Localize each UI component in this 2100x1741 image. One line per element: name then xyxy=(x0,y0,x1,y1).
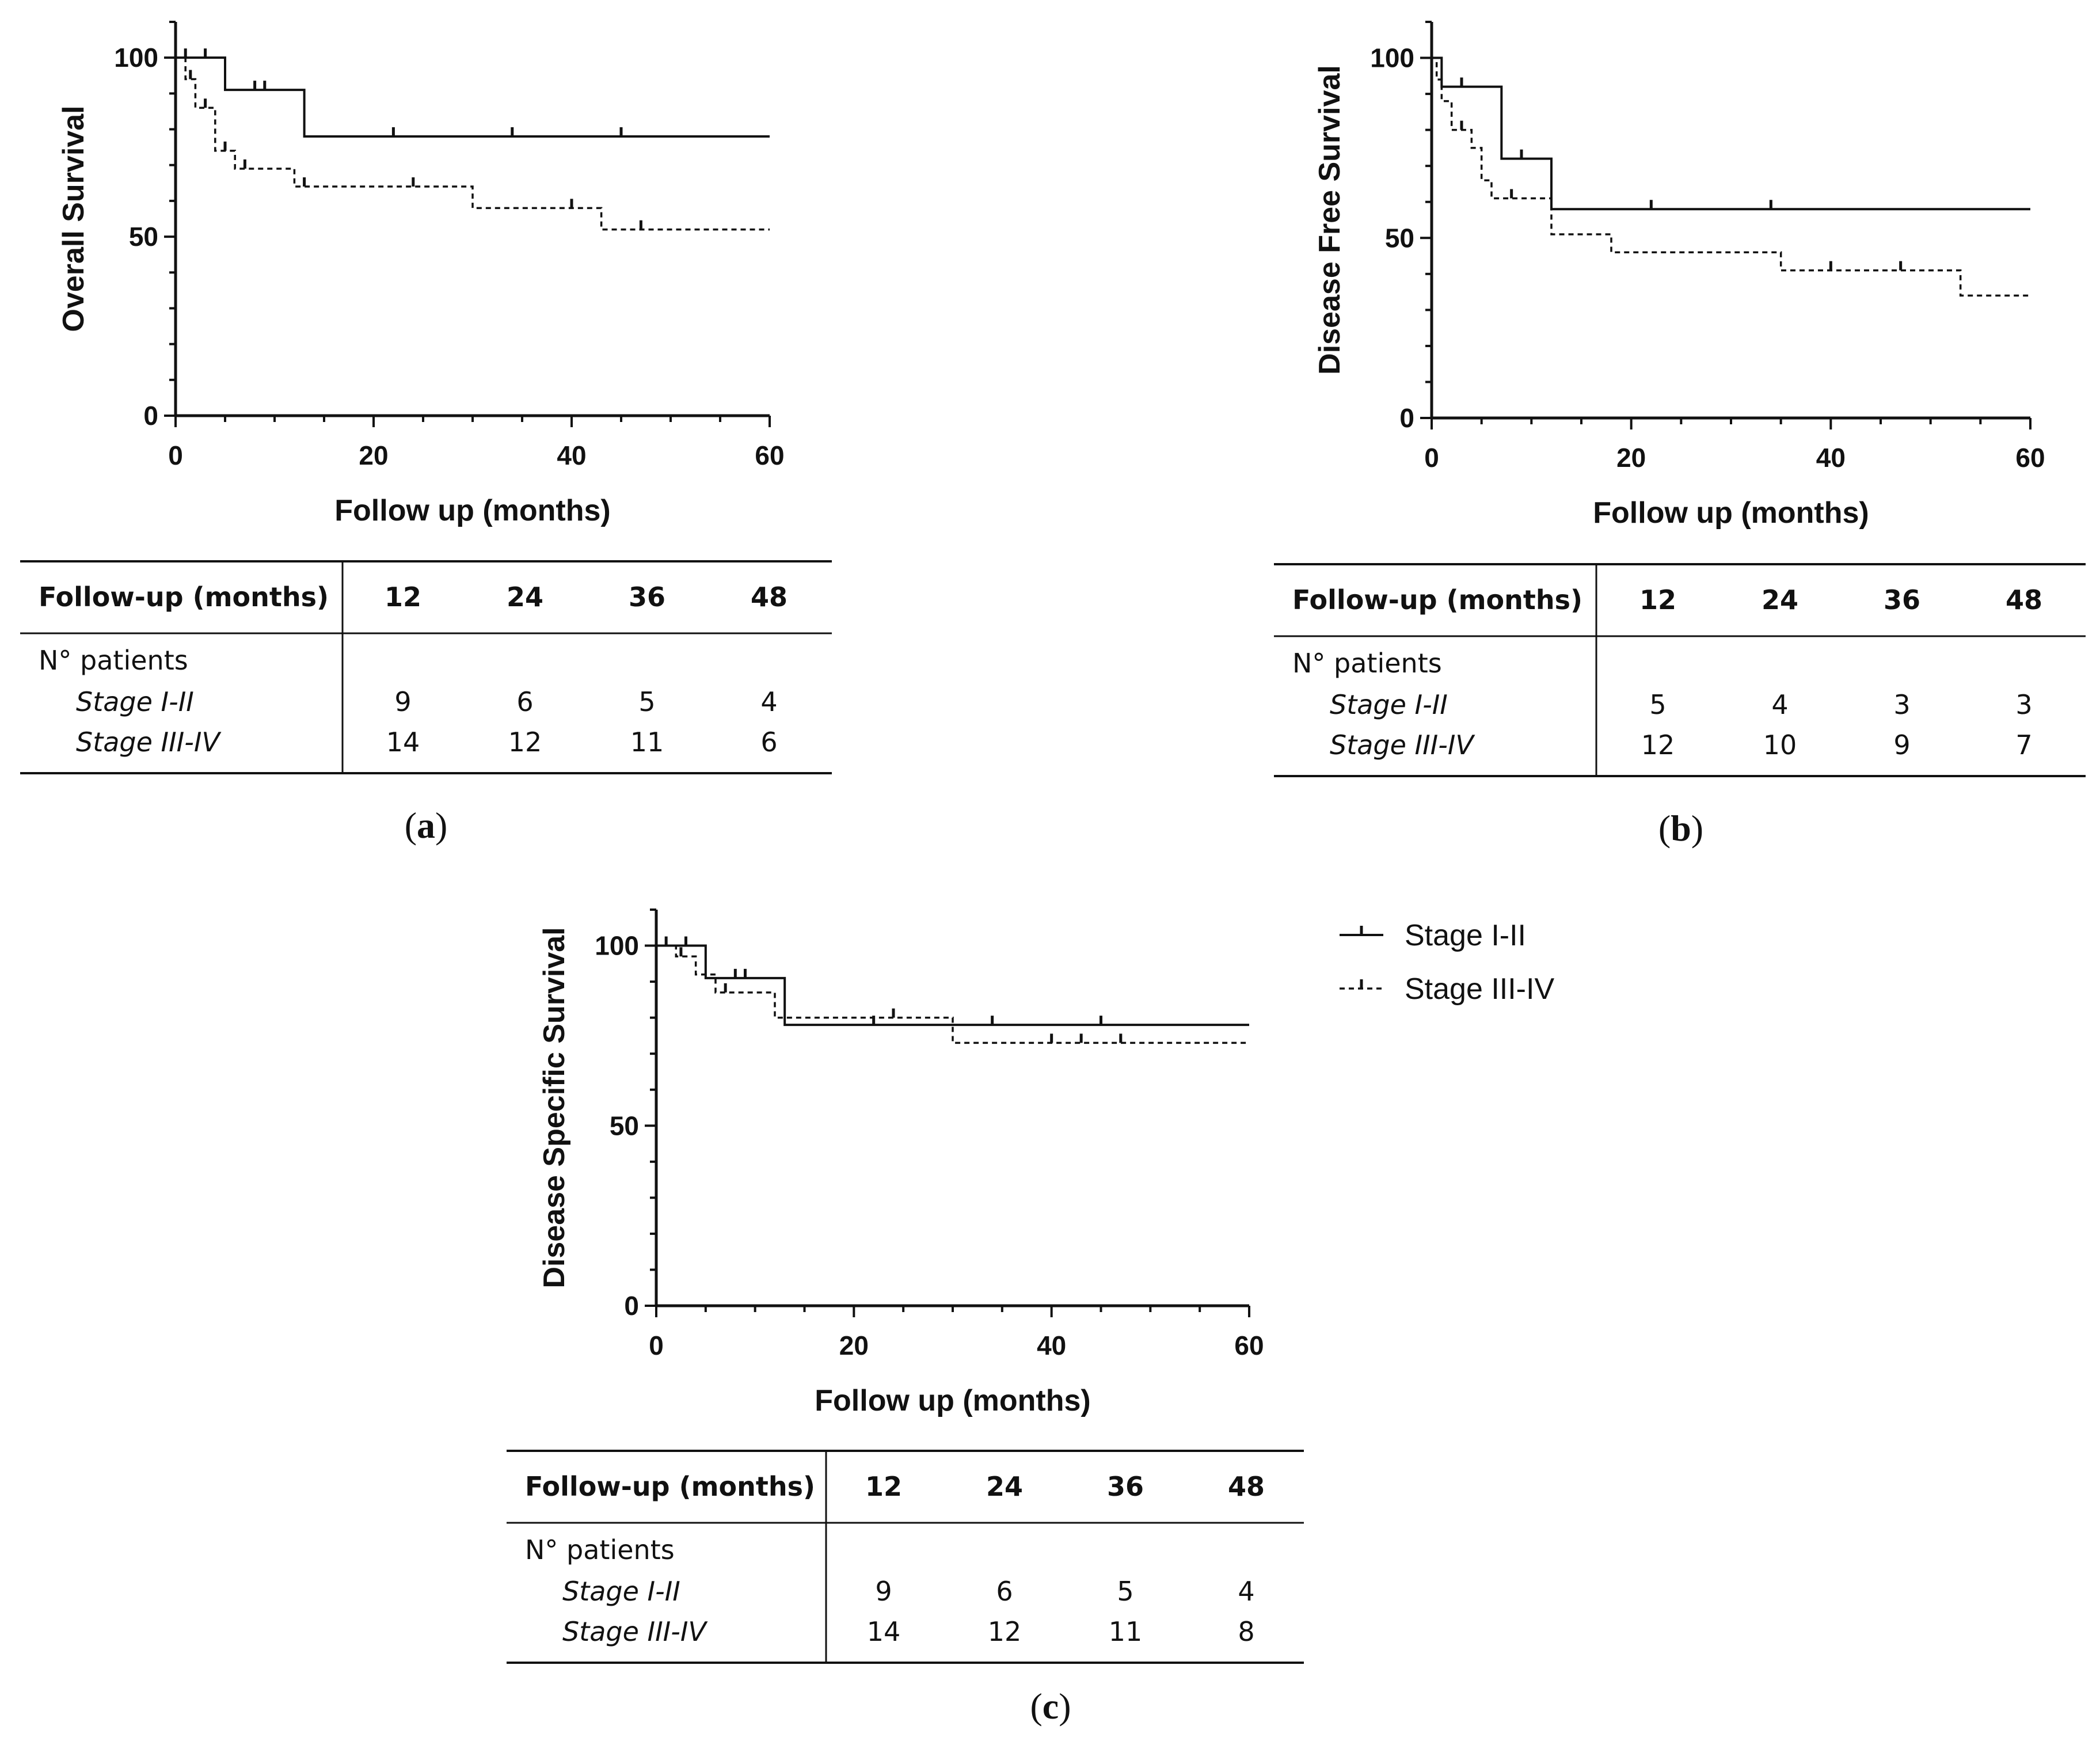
table-timepoint: 12 xyxy=(385,581,421,613)
table-timepoint: 36 xyxy=(1884,584,1920,615)
y-axis-title: Disease Specific Survival xyxy=(538,927,571,1288)
table-cell: 5 xyxy=(1649,689,1666,720)
table-cell: 7 xyxy=(2015,729,2032,761)
table-cell: 4 xyxy=(1771,689,1788,720)
panel-b: 0 50 100 0 20 40 60 Follow up (months) Disease F… xyxy=(1274,21,2086,849)
table-timepoint: 36 xyxy=(1107,1471,1144,1502)
table-cell: 11 xyxy=(1109,1616,1143,1647)
table-cell: 9 xyxy=(394,686,411,717)
x-tick-label: 20 xyxy=(359,440,388,470)
x-tick-label: 40 xyxy=(1816,443,1846,473)
table-group-label: N° patients xyxy=(39,645,188,676)
series-line-stage-i-ii xyxy=(176,56,770,138)
at-risk-table: Follow-up (months) 12 24 36 48 N° patients Sta… xyxy=(1274,563,2086,777)
table-row-label: Stage III-IV xyxy=(562,1616,708,1647)
table-row-label: Stage III-IV xyxy=(76,727,222,758)
y-tick-label: 50 xyxy=(1385,223,1414,253)
table-timepoint: 24 xyxy=(986,1471,1023,1502)
panel-a: 0 50 100 0 20 40 60 Follow up (months) Overall S… xyxy=(20,21,832,846)
table-cell: 6 xyxy=(760,727,777,758)
x-tick-label: 20 xyxy=(1616,443,1646,473)
series-line-stage-i-ii xyxy=(656,944,1249,1027)
table-group-label: N° patients xyxy=(525,1534,675,1565)
x-tick-label: 60 xyxy=(755,440,784,470)
table-cell: 10 xyxy=(1763,729,1797,761)
series-line-stage-i-ii xyxy=(1432,56,2030,211)
y-tick-label: 0 xyxy=(1399,403,1414,433)
y-axis-title: Overall Survival xyxy=(57,105,90,332)
x-tick-label: 0 xyxy=(168,440,183,470)
legend: Stage I-II Stage III-IV xyxy=(1340,919,1554,1006)
table-cell: 6 xyxy=(996,1576,1013,1607)
table-cell: 4 xyxy=(1238,1576,1254,1607)
table-row-label: Stage I-II xyxy=(1330,689,1448,720)
table-cell: 12 xyxy=(1641,729,1675,761)
table-group-label: N° patients xyxy=(1292,648,1442,679)
table-header-label: Follow-up (months) xyxy=(39,581,329,613)
y-tick-label: 50 xyxy=(610,1111,639,1141)
table-row-label: Stage I-II xyxy=(562,1576,680,1607)
panel-caption: (b) xyxy=(1658,808,1703,849)
table-row-label: Stage III-IV xyxy=(1330,729,1475,761)
x-tick-label: 40 xyxy=(1037,1331,1066,1360)
x-tick-label: 0 xyxy=(649,1331,664,1360)
table-cell: 5 xyxy=(638,686,655,717)
table-timepoint: 48 xyxy=(1228,1471,1265,1502)
table-cell: 3 xyxy=(2015,689,2032,720)
y-tick-label: 0 xyxy=(143,401,158,431)
table-cell: 8 xyxy=(1238,1616,1254,1647)
table-cell: 5 xyxy=(1117,1576,1133,1607)
x-axis-title: Follow up (months) xyxy=(1593,496,1869,530)
table-timepoint: 48 xyxy=(2006,584,2042,615)
table-cell: 11 xyxy=(630,727,664,758)
panel-caption: (c) xyxy=(1030,1686,1071,1727)
x-tick-label: 40 xyxy=(557,440,586,470)
y-axis-title: Disease Free Survival xyxy=(1313,65,1346,375)
table-cell: 12 xyxy=(988,1616,1022,1647)
y-tick-label: 100 xyxy=(1370,43,1414,73)
table-timepoint: 24 xyxy=(507,581,543,613)
at-risk-table: Follow-up (months) 12 24 36 48 N° patients Sta… xyxy=(20,560,832,774)
y-tick-label: 100 xyxy=(114,43,158,73)
x-tick-label: 0 xyxy=(1424,443,1439,473)
table-cell: 12 xyxy=(508,727,542,758)
table-cell: 9 xyxy=(1893,729,1910,761)
table-row-label: Stage I-II xyxy=(76,686,194,717)
y-tick-label: 50 xyxy=(129,222,158,252)
table-timepoint: 48 xyxy=(751,581,788,613)
x-tick-label: 20 xyxy=(839,1331,869,1360)
table-header-label: Follow-up (months) xyxy=(1292,584,1582,615)
y-tick-label: 0 xyxy=(624,1291,639,1321)
series-line-stage-iii-iv xyxy=(176,56,770,231)
panel-caption: (a) xyxy=(405,805,448,846)
series-line-stage-iii-iv xyxy=(656,944,1249,1044)
x-tick-label: 60 xyxy=(2015,443,2045,473)
table-cell: 6 xyxy=(516,686,533,717)
table-cell: 14 xyxy=(386,727,420,758)
x-axis-title: Follow up (months) xyxy=(334,494,610,527)
y-tick-label: 100 xyxy=(595,931,639,961)
x-axis-title: Follow up (months) xyxy=(815,1384,1090,1417)
table-cell: 14 xyxy=(867,1616,901,1647)
table-timepoint: 12 xyxy=(1639,584,1676,615)
table-timepoint: 36 xyxy=(629,581,665,613)
x-tick-label: 60 xyxy=(1234,1331,1264,1360)
panel-c: 0 50 100 0 20 40 60 Follow up (months) Disease S… xyxy=(507,908,1304,1727)
at-risk-table: Follow-up (months) 12 24 36 48N° patientsSta… xyxy=(507,1450,1304,1664)
legend-label: Stage I-II xyxy=(1405,919,1526,952)
table-timepoint: 12 xyxy=(865,1471,902,1502)
table-timepoint: 24 xyxy=(1762,584,1798,615)
table-header-label: Follow-up (months) xyxy=(525,1471,815,1502)
legend-label: Stage III-IV xyxy=(1405,972,1554,1006)
table-cell: 4 xyxy=(760,686,777,717)
table-cell: 9 xyxy=(875,1576,892,1607)
series-line-stage-iii-iv xyxy=(1432,56,2030,297)
table-cell: 3 xyxy=(1893,689,1910,720)
